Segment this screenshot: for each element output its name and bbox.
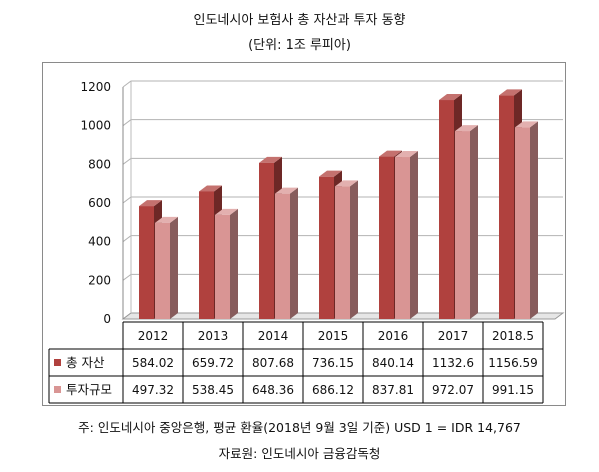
bar-side	[350, 180, 358, 319]
bar-chart: 0 200 400 600 800 1000 1200 2012 2013 2014 2015 201…	[48, 80, 565, 404]
bar-investment	[155, 222, 170, 319]
data-label: 972.07	[432, 383, 474, 397]
legend-swatch	[54, 386, 61, 393]
legend-label: 투자규모	[66, 382, 112, 397]
gridline	[122, 157, 563, 165]
bar-total-assets	[139, 206, 154, 319]
gridline	[122, 119, 563, 127]
y-tick-label: 400	[88, 235, 111, 249]
y-tick-label: 1000	[80, 119, 111, 133]
bar-investment	[515, 127, 530, 319]
x-tick-label: 2012	[138, 329, 169, 343]
legend-swatch	[54, 359, 61, 366]
data-label: 1156.59	[488, 356, 538, 370]
bar-side	[170, 216, 178, 319]
x-tick-label: 2015	[318, 329, 349, 343]
bar-top	[259, 156, 282, 163]
bar-investment	[275, 193, 290, 319]
data-label: 1132.6	[432, 356, 474, 370]
gridline	[122, 80, 563, 88]
x-tick-label: 2014	[258, 329, 289, 343]
data-label: 584.02	[132, 356, 174, 370]
chart-source: 자료원: 인도네시아 금융감독청	[218, 446, 381, 461]
data-label: 840.14	[372, 356, 414, 370]
bar-total-assets	[199, 191, 214, 319]
bar-top	[395, 151, 418, 158]
bar-side	[290, 187, 298, 319]
bar-top	[275, 187, 298, 194]
y-tick-label: 600	[88, 196, 111, 210]
bar-investment	[395, 157, 410, 319]
chart-note: 주: 인도네시아 중앙은행, 평균 환율(2018년 9월 3일 기준) USD…	[78, 420, 521, 435]
x-tick-label: 2016	[378, 329, 409, 343]
data-label: 736.15	[312, 356, 354, 370]
bar-top	[319, 170, 342, 177]
bar-top	[499, 89, 522, 96]
bar-total-assets	[379, 156, 394, 319]
y-tick-label: 1200	[80, 80, 111, 94]
data-label: 648.36	[252, 383, 294, 397]
bar-side	[410, 151, 418, 319]
y-tick-label: 800	[88, 157, 111, 171]
chart-title: 인도네시아 보험사 총 자산과 투자 동향	[193, 13, 406, 28]
data-label: 837.81	[372, 383, 414, 397]
bar-investment	[215, 214, 230, 319]
bar-top	[199, 185, 222, 192]
bar-top	[335, 180, 358, 187]
data-label: 991.15	[492, 383, 534, 397]
chart-frame: 0 200 400 600 800 1000 1200 2012 2013 2014 2015 201…	[42, 62, 566, 406]
bar-total-assets	[259, 162, 274, 319]
bar-top	[379, 150, 402, 157]
x-tick-label: 2013	[198, 329, 229, 343]
bar-top	[155, 216, 178, 223]
x-tick-label: 2017	[438, 329, 469, 343]
data-label: 538.45	[192, 383, 234, 397]
bar-top	[139, 200, 162, 207]
y-tick-label: 0	[103, 312, 111, 326]
bar-top	[215, 208, 238, 215]
x-tick-label: 2018.5	[492, 329, 534, 343]
bar-total-assets	[319, 176, 334, 319]
bar-top	[439, 94, 462, 101]
bar-total-assets	[499, 95, 514, 319]
chart-subtitle: (단위: 1조 루피아)	[248, 38, 351, 53]
bar-side	[230, 208, 238, 319]
data-label: 497.32	[132, 383, 174, 397]
bar-total-assets	[439, 100, 454, 319]
data-label: 659.72	[192, 356, 234, 370]
legend-label: 총 자산	[66, 355, 105, 370]
bar-investment	[455, 131, 470, 319]
data-label: 807.68	[252, 356, 294, 370]
bar-top	[455, 125, 478, 132]
y-tick-label: 200	[88, 273, 111, 287]
bar-side	[530, 121, 538, 319]
bar-top	[515, 121, 538, 128]
bar-side	[470, 125, 478, 319]
bar-investment	[335, 186, 350, 319]
data-label: 686.12	[312, 383, 354, 397]
